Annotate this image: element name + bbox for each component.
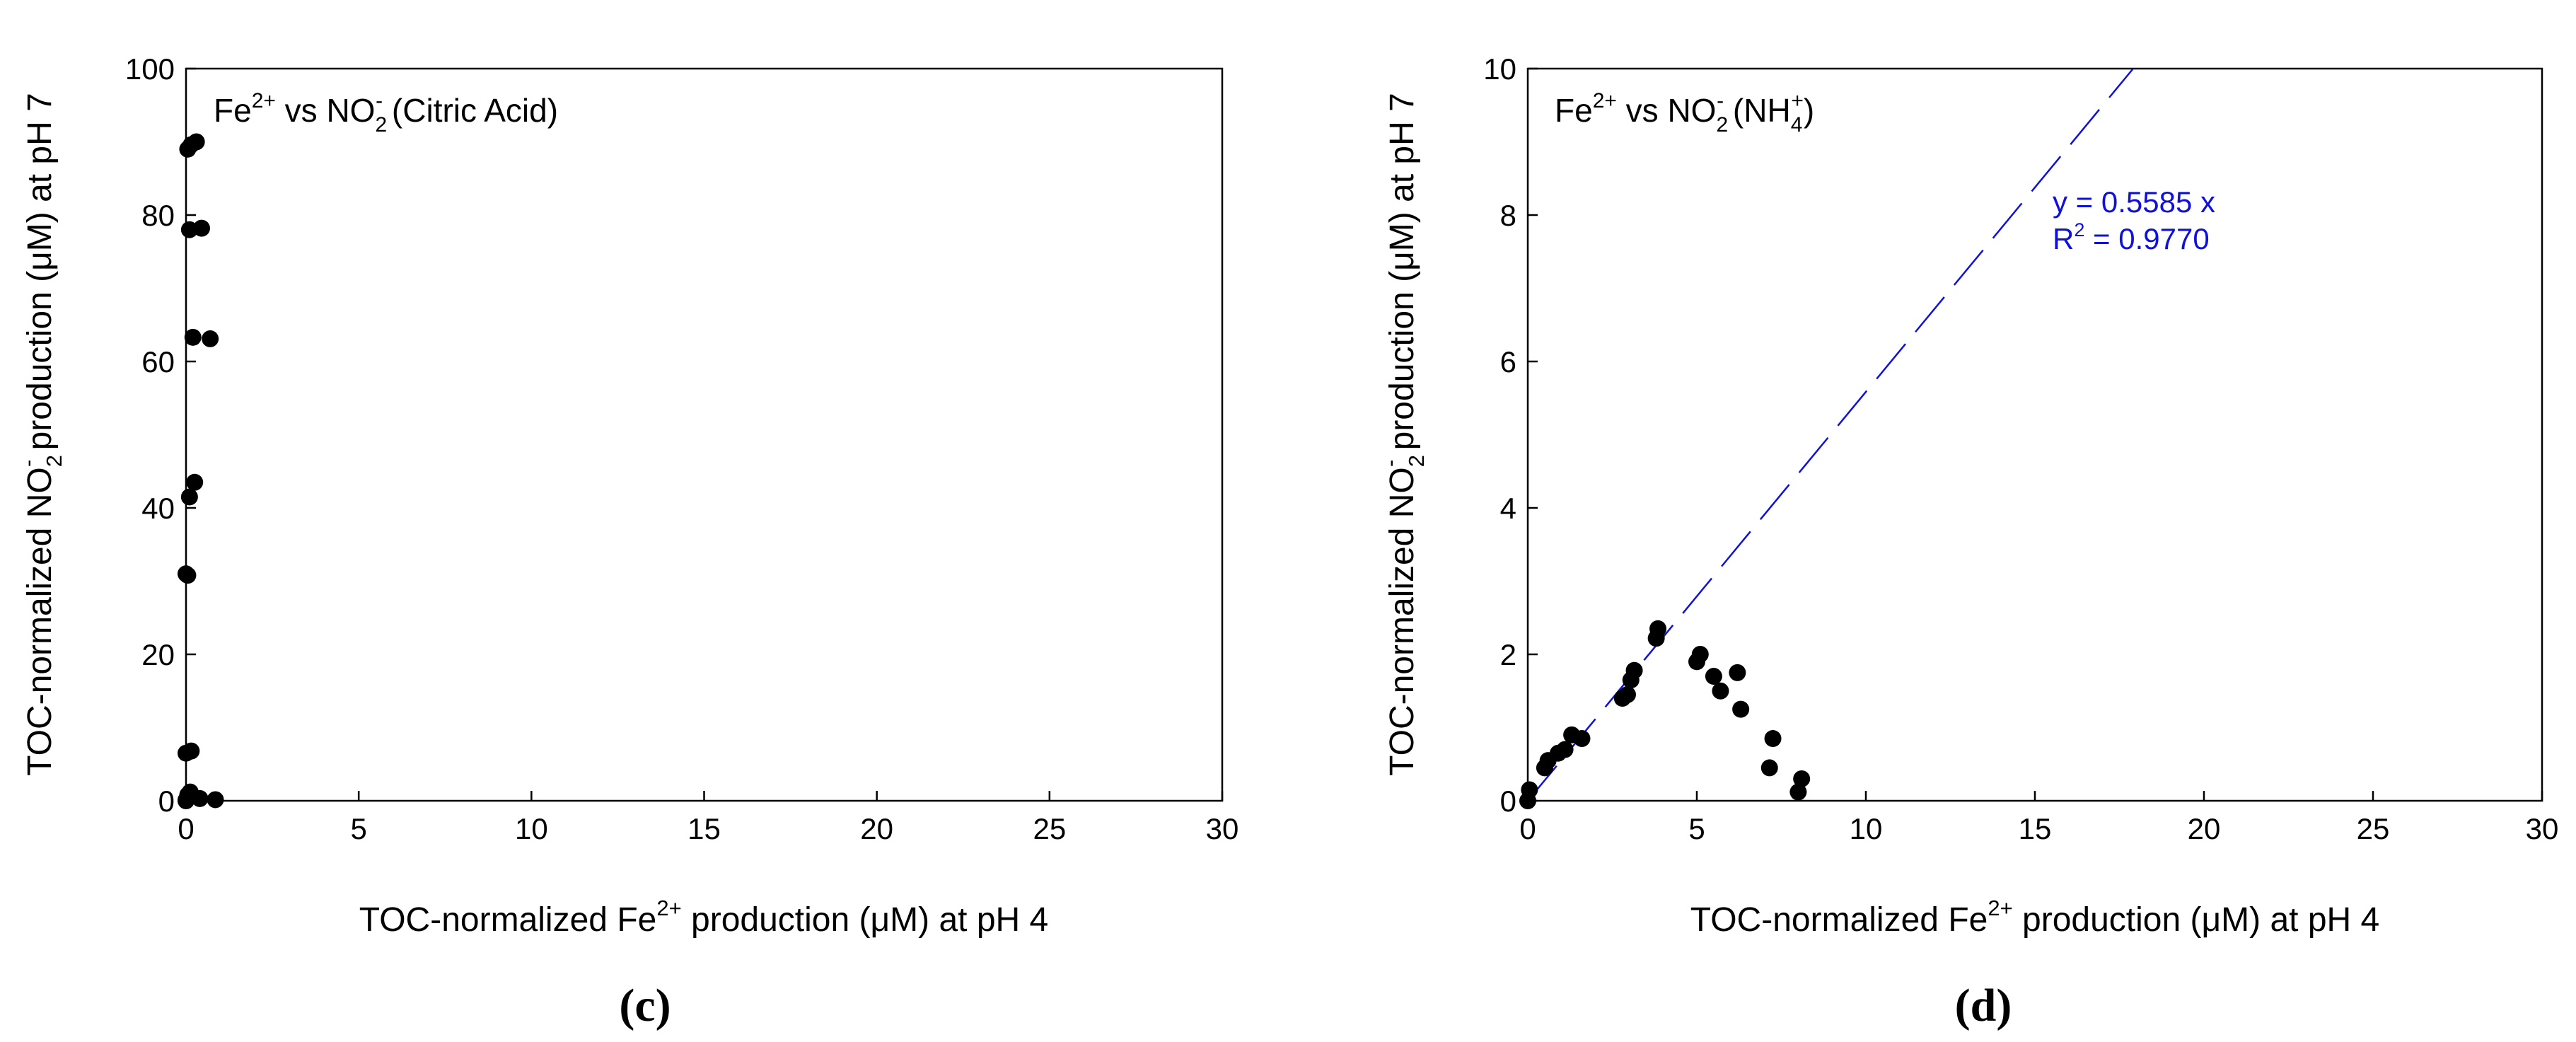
x-axis-label-d: TOC-normalized Fe2+ production (μM) at p… [1690,896,2379,939]
y-axis-label-d: TOC-normalized NO2- production (μM) at p… [1378,93,1429,776]
data-point-d-23 [1793,770,1811,787]
plot-title-c: Fe2+ vs NO2- (Citric Acid) [214,89,558,137]
data-point-d-15 [1691,646,1709,663]
y-axis-label-c: TOC-normalized NO2- production (μM) at p… [16,93,66,776]
data-point-c-10 [179,567,197,584]
data-point-d-21 [1764,730,1782,748]
data-point-d-18 [1729,664,1746,681]
panel-c: 0 5 10 15 20 25 30 0 20 40 60 80 100 Fe2+ vs NO2- (C… [16,52,1238,1031]
x-tick-label-c-1: 5 [350,812,366,845]
data-point-d-11 [1625,661,1643,679]
fit-r2-label: R2 = 0.9770 [2053,219,2210,255]
x-tick-label-c-6: 30 [1206,812,1239,845]
axis-ticks-d: 0 5 10 15 20 25 30 0 2 4 6 8 10 [1483,52,2558,845]
data-point-c-4 [192,219,210,237]
data-point-c-18 [207,791,224,809]
x-tick-label-d-1: 5 [1688,812,1705,845]
data-points-d [1519,620,1811,809]
data-point-c-8 [180,488,198,506]
y-tick-label-d-2: 4 [1500,492,1516,525]
fit-equation-label: y = 0.5585 x [2053,185,2215,219]
x-tick-label-d-3: 15 [2019,812,2052,845]
y-tick-label-d-1: 2 [1500,638,1516,671]
data-point-c-17 [191,789,209,807]
data-point-c-12 [182,742,200,760]
x-tick-label-d-0: 0 [1519,812,1536,845]
data-point-c-2 [187,133,205,151]
y-tick-label-c-1: 20 [141,638,175,671]
y-tick-label-c-0: 0 [158,785,175,818]
data-point-d-1 [1521,781,1538,799]
data-point-c-5 [184,328,202,346]
plot-frame-d [1526,67,2543,802]
data-point-c-16 [178,792,195,809]
data-points-c [178,133,224,809]
data-point-c-7 [186,473,204,491]
x-tick-label-d-4: 20 [2188,812,2221,845]
y-tick-label-d-0: 0 [1500,785,1516,818]
x-tick-label-c-2: 10 [515,812,548,845]
x-tick-label-c-5: 25 [1033,812,1066,845]
data-point-d-16 [1705,668,1722,685]
x-tick-label-d-6: 30 [2526,812,2559,845]
data-point-d-9 [1619,685,1637,703]
x-axis-label-c: TOC-normalized Fe2+ production (μM) at p… [359,896,1048,939]
data-point-d-19 [1732,700,1750,718]
panel-label-d: (d) [1955,980,2012,1031]
x-tick-label-c-0: 0 [178,812,194,845]
y-tick-label-c-5: 100 [125,52,175,86]
data-point-d-5 [1556,741,1574,758]
x-tick-label-c-3: 15 [687,812,721,845]
y-tick-label-c-4: 80 [141,199,175,232]
x-tick-label-d-2: 10 [1850,812,1883,845]
axis-ticks-c: 0 5 10 15 20 25 30 0 20 40 60 80 100 [125,52,1238,845]
y-tick-label-c-2: 40 [141,492,175,525]
y-tick-label-d-4: 8 [1500,199,1516,232]
data-point-c-6 [202,330,219,347]
y-tick-label-c-3: 60 [141,345,175,378]
data-point-d-7 [1573,730,1591,748]
data-point-d-17 [1712,682,1729,700]
y-tick-label-d-3: 6 [1500,345,1516,378]
x-tick-label-c-4: 20 [860,812,893,845]
data-point-d-13 [1649,620,1667,637]
panel-label-c: (c) [619,980,671,1031]
plot-title-d: Fe2+ vs NO2- (NH4+) [1555,89,1814,137]
plot-frame-c [185,67,1224,802]
x-tick-label-d-5: 25 [2357,812,2390,845]
data-point-d-20 [1760,759,1778,777]
y-tick-label-d-5: 10 [1483,52,1516,86]
data-point-d-22 [1789,783,1807,801]
